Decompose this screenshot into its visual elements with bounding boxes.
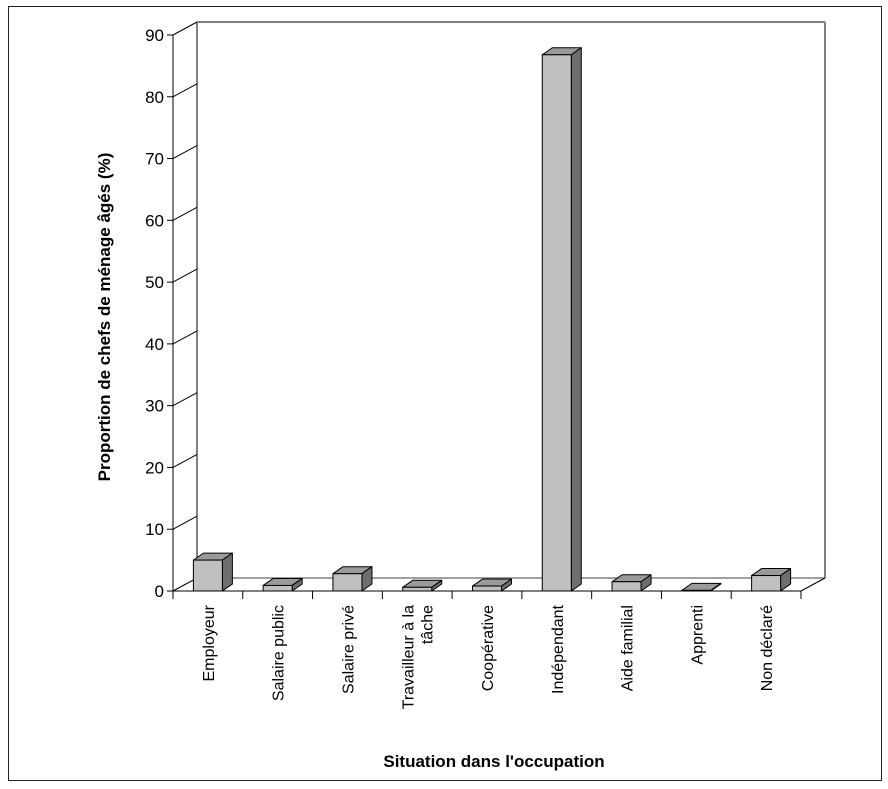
x-tick-label: Salaire public	[271, 605, 288, 701]
y-axis-title: Proportion de chefs de ménage âgés (%)	[95, 153, 114, 482]
y-tick-depth	[172, 392, 198, 407]
y-tick-label: 50	[145, 273, 164, 292]
chart-frame: 0 10 20 30 40 50 60 70 80 90 Employeur Salaire pub…	[8, 6, 882, 781]
y-tick-depth	[172, 83, 198, 98]
y-tick-depth	[172, 268, 198, 283]
y-axis: 0 10 20 30 40 50 60 70 80 90	[145, 21, 198, 601]
bar-front-face	[192, 559, 223, 592]
x-axis-title: Situation dans l'occupation	[383, 752, 604, 771]
y-tick-depth	[172, 515, 198, 530]
bar-front-face	[472, 585, 502, 592]
bar-front-face	[541, 54, 572, 592]
y-tick-label: 90	[145, 26, 164, 45]
y-tick-label: 10	[145, 520, 164, 539]
y-tick-label: 20	[145, 458, 164, 477]
y-tick-label: 0	[155, 582, 164, 601]
x-tick-label: Salaire privé	[340, 605, 357, 694]
y-tick-depth	[172, 21, 198, 36]
x-tick-label: Non déclaré	[759, 605, 776, 691]
bar	[541, 47, 582, 592]
bar-front-face	[332, 573, 363, 592]
bar	[332, 566, 373, 592]
y-tick-label: 60	[145, 211, 164, 230]
y-tick-depth	[172, 145, 198, 159]
bar-front-face	[262, 584, 293, 592]
bar	[402, 579, 443, 592]
bar-front-face	[611, 581, 642, 592]
floor-right-edge	[800, 577, 826, 592]
bar	[681, 582, 722, 592]
x-tick-label: Coopérative	[480, 605, 497, 691]
category-labels: Employeur Salaire public Salaire privé Trav…	[201, 604, 776, 709]
bar	[611, 574, 652, 592]
x-tick-label: Employeur	[201, 604, 218, 681]
chart-walls	[196, 21, 826, 592]
x-tick-label: Travailleur à la	[401, 605, 418, 709]
bar	[192, 552, 233, 592]
bar-front-face	[681, 589, 712, 592]
y-tick-label: 30	[145, 397, 164, 416]
y-tick-label: 70	[145, 150, 164, 169]
bar	[751, 568, 792, 592]
y-tick-depth	[172, 330, 198, 345]
x-tick-label: Apprenti	[689, 605, 706, 665]
x-tick-label: tâche	[420, 605, 437, 644]
bar-front-face	[402, 586, 433, 592]
y-tick-label: 80	[145, 88, 164, 107]
bar-chart: 0 10 20 30 40 50 60 70 80 90 Employeur Salaire pub…	[95, 21, 826, 771]
bar-side-face	[221, 552, 233, 592]
x-axis	[172, 590, 802, 599]
bar	[472, 578, 512, 592]
bar	[262, 577, 303, 592]
x-tick-label: Indépendant	[550, 604, 567, 694]
y-tick-depth	[172, 206, 198, 221]
y-tick-depth	[172, 454, 198, 468]
bars	[192, 47, 792, 592]
x-tick-label: Aide familial	[620, 605, 637, 691]
y-tick-label: 40	[145, 335, 164, 354]
bar-side-face	[570, 47, 582, 592]
bar-front-face	[751, 575, 782, 592]
